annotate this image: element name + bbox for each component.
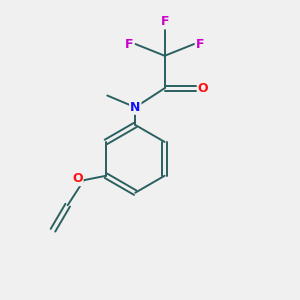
Text: N: N [130,101,140,114]
Text: O: O [72,172,83,185]
Text: F: F [160,15,169,28]
Text: F: F [125,38,134,50]
Text: F: F [196,38,204,50]
Text: O: O [198,82,208,95]
